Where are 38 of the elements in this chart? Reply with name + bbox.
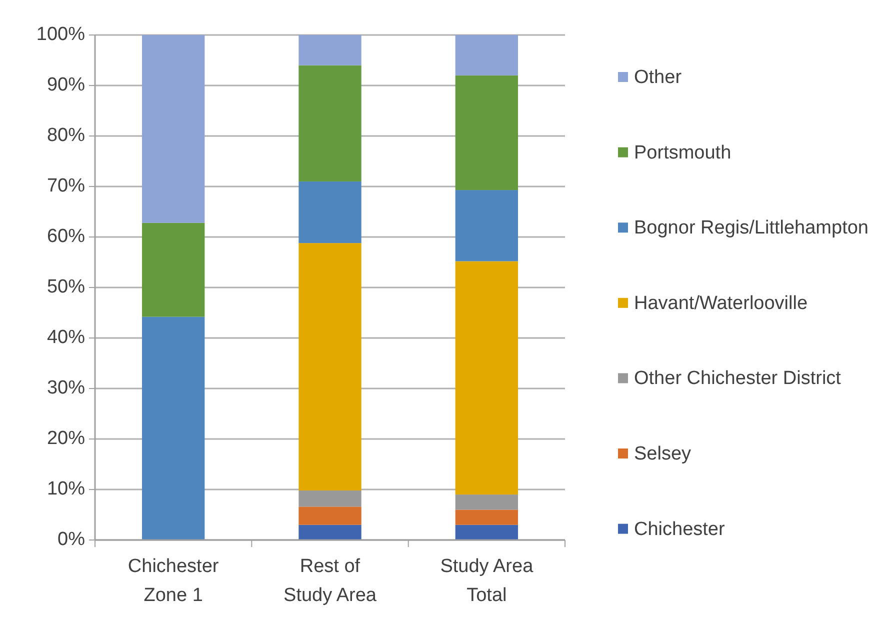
y-tick-label: 90% [46, 74, 86, 96]
bar [455, 261, 518, 495]
bar [142, 316, 205, 540]
bar [455, 35, 518, 76]
x-tick-label: Chichester Zone 1 [128, 556, 220, 606]
legend-label: Portsmouth [634, 142, 732, 164]
x-tick-label: Rest of Study Area [284, 556, 377, 606]
bar [298, 35, 362, 66]
bar [298, 524, 362, 540]
y-tick-label: 0% [58, 529, 86, 550]
bar [455, 75, 518, 190]
legend-label: Selsey [634, 444, 692, 465]
bar [298, 65, 362, 182]
y-tick-label: 50% [46, 276, 86, 298]
legend-label: Other Chichester District [634, 368, 842, 390]
bar [455, 510, 518, 525]
y-tick-label: 100% [36, 24, 86, 46]
bar [455, 190, 518, 262]
bar [142, 35, 205, 223]
bar [298, 181, 362, 244]
y-tick-label: 20% [46, 428, 86, 450]
y-tick-label: 60% [46, 226, 86, 248]
bar [455, 524, 518, 540]
bar [298, 243, 362, 491]
y-tick-label: 30% [46, 378, 86, 399]
y-tick-label: 80% [46, 125, 86, 146]
legend-label: Other [634, 67, 682, 88]
y-tick-label: 40% [46, 327, 86, 348]
bar [455, 494, 518, 510]
y-tick-label: 10% [46, 478, 86, 500]
bar [298, 506, 362, 525]
bar [142, 222, 205, 317]
legend-label: Havant/Waterlooville [634, 292, 808, 314]
x-tick-label: Study Area Total [440, 556, 534, 606]
bar [298, 490, 362, 507]
legend-label: Bognor Regis/Littlehampton [634, 218, 868, 239]
y-tick-label: 70% [46, 176, 86, 197]
legend-label: Chichester [634, 518, 726, 540]
